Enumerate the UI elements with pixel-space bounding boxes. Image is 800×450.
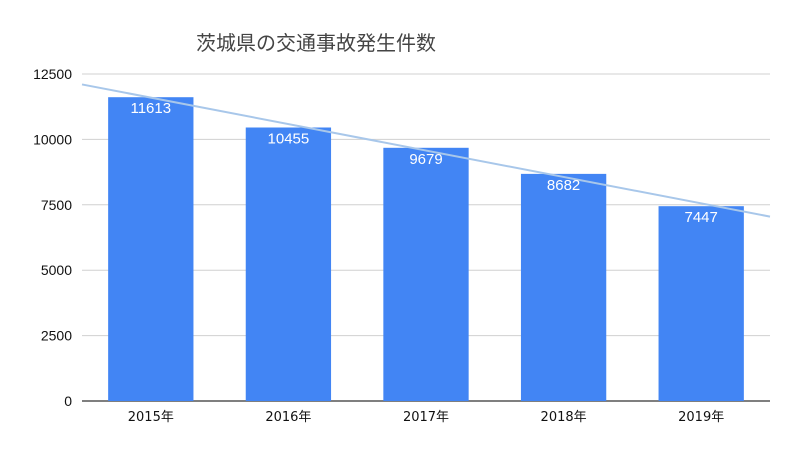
data-label: 9679: [409, 151, 442, 168]
data-label: 11613: [130, 100, 171, 117]
x-tick-label: 2017年: [403, 410, 449, 425]
y-tick-label: 7500: [41, 197, 72, 213]
y-tick-label: 5000: [41, 262, 72, 278]
x-tick-label: 2016年: [265, 410, 311, 425]
bar: [383, 147, 469, 401]
bar: [108, 97, 194, 401]
y-axis-ticks: 0 2500 5000 7500 10000 12500: [33, 66, 72, 409]
data-label: 7447: [685, 209, 718, 226]
data-label: 8682: [547, 177, 580, 194]
x-axis-ticks: 2015年 2016年 2017年 2018年 2019年: [128, 410, 724, 425]
y-tick-label: 2500: [41, 328, 72, 344]
bar: [520, 173, 607, 401]
trendline-layer: [81, 83, 771, 218]
bars: [108, 97, 744, 402]
chart-title: 茨城県の交通事故発生件数: [196, 31, 436, 55]
trendline: [81, 83, 771, 218]
x-tick-label: 2015年: [128, 410, 174, 425]
bar: [245, 127, 332, 402]
x-tick-label: 2019年: [678, 410, 724, 425]
x-tick-label: 2018年: [541, 410, 587, 425]
data-labels: 11613 10455 9679 8682 7447: [130, 100, 717, 226]
y-tick-label: 10000: [33, 131, 72, 147]
data-label: 10455: [268, 130, 310, 147]
y-tick-label: 0: [64, 393, 72, 409]
bar: [658, 206, 744, 401]
y-tick-label: 12500: [33, 66, 72, 82]
